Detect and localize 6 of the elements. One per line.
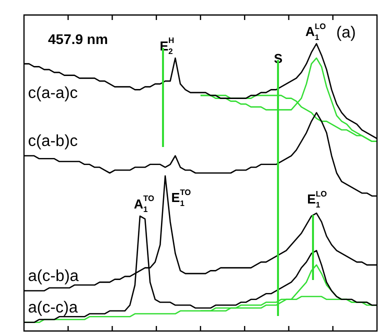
series-label: a(c-b)a (28, 268, 79, 285)
series-label: c(a-a)c (28, 84, 78, 102)
text: (a) (336, 24, 356, 42)
series-label: c(a-b)c (28, 132, 78, 150)
series-label: a(c-c)a (28, 299, 78, 316)
chart-title: 457.9 nm (48, 31, 108, 47)
